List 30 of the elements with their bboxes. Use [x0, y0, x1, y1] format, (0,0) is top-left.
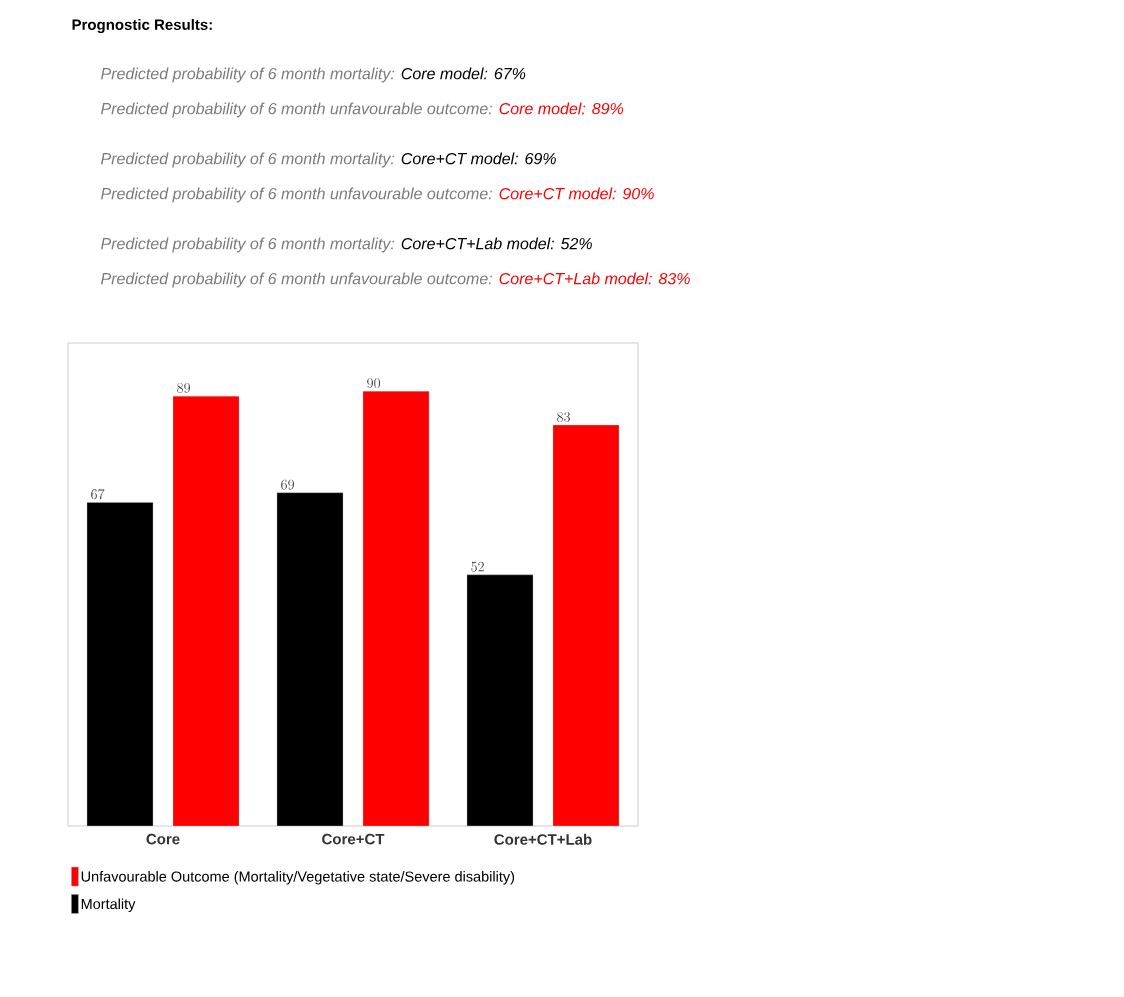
text: Predicted probability of 6 month unfavourable outcome: [101, 272, 493, 288]
x-tick-label: Core+CT+Lab [494, 833, 592, 845]
bar [362, 391, 430, 826]
text: Core+CT model: 90% [499, 187, 654, 200]
bar [276, 492, 344, 826]
text: Predicted probability of 6 month unfavourable outcome: [101, 102, 493, 118]
text: Core+CT model: 69% [401, 152, 556, 165]
text: Predicted probability of 6 month mortality: [101, 152, 395, 168]
legend-label: Unfavourable Outcome (Mortality/Vegetative state/Severe disability) [81, 871, 515, 885]
data-label: 83 [557, 412, 571, 422]
bar [466, 574, 534, 826]
chart-title: Prognostic Results: [72, 18, 212, 34]
data-label: 67 [91, 489, 105, 500]
x-tick-label: Core+CT [322, 833, 385, 845]
text: Core+CT+Lab model: 83% [499, 272, 690, 285]
text: Core model: 89% [499, 102, 624, 115]
bar [552, 424, 620, 826]
data-label: 52 [471, 561, 484, 572]
data-label: 69 [281, 479, 295, 490]
text: Predicted probability of 6 month mortality: [101, 67, 395, 83]
x-tick-label: Core [146, 833, 180, 845]
text: Predicted probability of 6 month mortality: [101, 237, 395, 253]
text: Core model: 67% [401, 67, 526, 80]
text: Core+CT+Lab model: 52% [401, 237, 592, 250]
data-label: 89 [177, 383, 191, 393]
bar [86, 502, 154, 826]
legend-label: Mortality [81, 898, 136, 912]
text: Predicted probability of 6 month unfavourable outcome: [101, 187, 493, 203]
bar [172, 395, 240, 826]
data-label: 90 [367, 378, 381, 389]
